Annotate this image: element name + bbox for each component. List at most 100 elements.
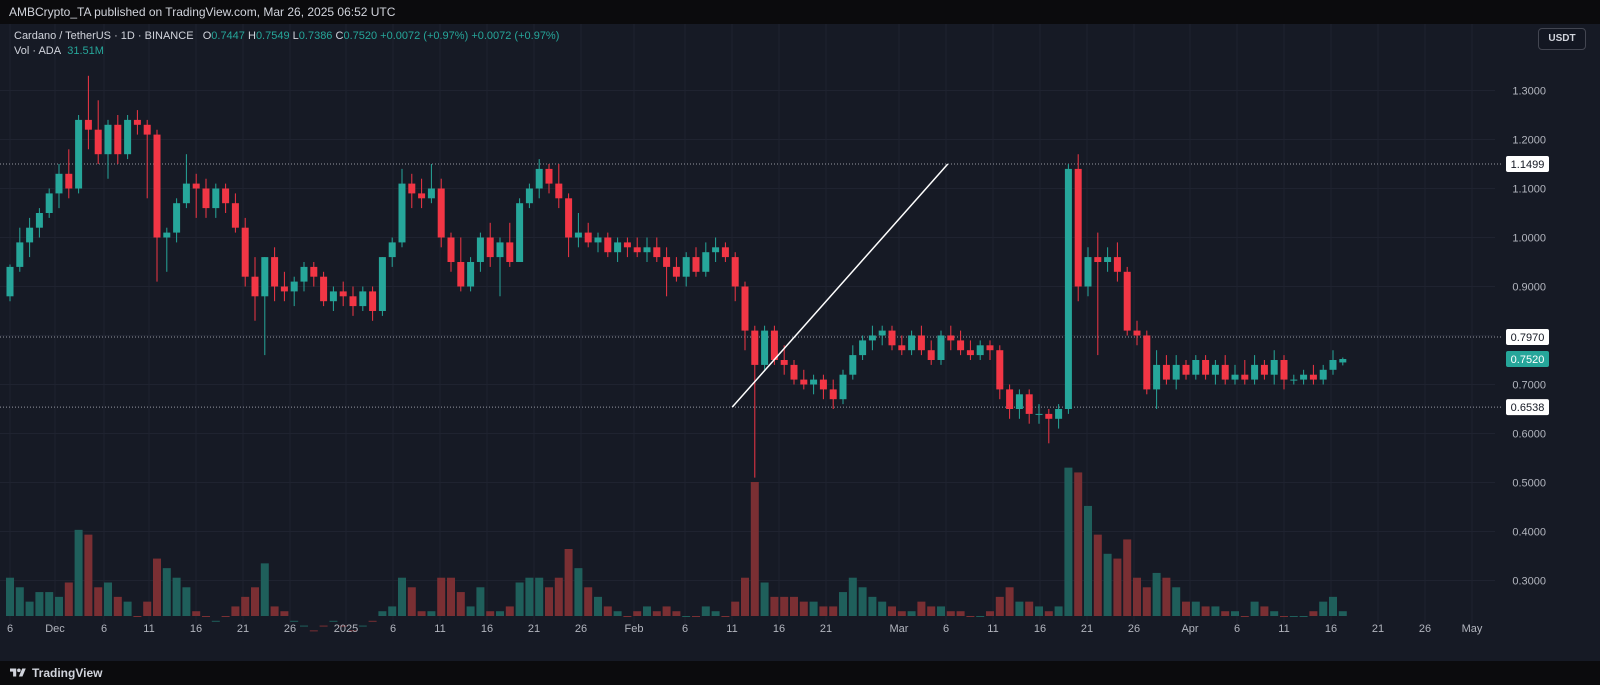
candle xyxy=(1329,350,1337,375)
candle xyxy=(1221,355,1229,385)
candle-body xyxy=(1290,379,1298,381)
candle-body xyxy=(643,247,651,253)
candle xyxy=(476,232,484,272)
volume-bar xyxy=(1319,601,1328,616)
candle-body xyxy=(829,389,837,400)
volume-bar xyxy=(309,630,318,632)
volume-bar xyxy=(74,529,83,616)
volume-bar xyxy=(1162,577,1171,616)
candle-body xyxy=(584,232,592,243)
price-axis[interactable]: 1.30001.20001.10001.00000.90000.80000.70… xyxy=(1506,86,1549,588)
brand-text: TradingView xyxy=(32,666,103,680)
volume-bar xyxy=(809,601,818,616)
candle xyxy=(16,227,24,272)
volume-bar xyxy=(682,616,691,617)
currency-button[interactable]: USDT xyxy=(1538,28,1586,50)
candle-body xyxy=(819,379,827,390)
candle-body xyxy=(1319,369,1327,380)
chart-svg[interactable]: 1.30001.20001.10001.00000.90000.80000.70… xyxy=(0,24,1600,661)
volume-bar xyxy=(995,596,1004,616)
tradingview-logo[interactable]: TradingView xyxy=(10,665,102,681)
candle xyxy=(349,286,357,316)
volume-bar xyxy=(721,616,730,617)
volume-bar xyxy=(1231,611,1239,616)
candle-body xyxy=(849,355,857,375)
candle-body xyxy=(868,335,876,341)
candle-body xyxy=(1074,168,1082,287)
chart-legend: Cardano / TetherUS · 1D · BINANCE O0.744… xyxy=(14,29,559,59)
candle xyxy=(790,360,798,385)
low-label: L xyxy=(292,30,299,42)
candle-body xyxy=(535,168,543,189)
volume-bar xyxy=(535,577,544,616)
tradingview-logo-icon xyxy=(10,668,26,677)
time-axis[interactable]: 6 Dec 6 11 16 21 26 2025 6 11 16 21 26 Feb 6 11 16 21 Mar 6… xyxy=(7,623,1483,635)
candle-body xyxy=(437,188,445,238)
open-label: O xyxy=(202,30,212,42)
trendline-segment[interactable] xyxy=(731,163,949,408)
time-tick-label: 11 xyxy=(143,623,154,635)
candle xyxy=(1290,374,1298,385)
level-label-box xyxy=(1506,399,1549,416)
volume-bar xyxy=(339,625,348,627)
volume-bar xyxy=(153,558,161,616)
volume-label[interactable]: Vol · ADA xyxy=(14,45,62,57)
volume-bar xyxy=(133,616,142,617)
candle-body xyxy=(1064,168,1072,409)
candle xyxy=(682,252,690,287)
candle xyxy=(702,242,710,277)
volume-bar xyxy=(1240,616,1249,617)
volume-bar xyxy=(976,616,985,617)
legend-volume-row: Vol · ADA 31.51M xyxy=(14,44,559,59)
volume-bar xyxy=(799,601,808,616)
level-label-box xyxy=(1506,156,1549,173)
candle-body xyxy=(604,237,612,253)
candle-body xyxy=(251,276,259,297)
volume-bar xyxy=(848,577,857,616)
volume-bar xyxy=(594,596,602,616)
candle xyxy=(1133,320,1141,346)
time-tick-label: 11 xyxy=(987,623,998,635)
candle-body xyxy=(173,203,181,233)
candle-body xyxy=(163,232,171,238)
candle-body xyxy=(65,173,73,189)
volume-bar xyxy=(643,606,651,616)
close-label: C xyxy=(335,30,344,42)
candle xyxy=(94,100,102,164)
volume-bar xyxy=(192,611,201,616)
candle xyxy=(1192,355,1200,380)
volume-bar xyxy=(113,596,122,616)
volume-bar xyxy=(741,577,749,616)
candle xyxy=(1113,242,1121,282)
volume-bar xyxy=(182,587,191,616)
volume-bar xyxy=(1182,601,1190,616)
candle-body xyxy=(594,237,602,243)
legend-ohlc-row: Cardano / TetherUS · 1D · BINANCE O0.744… xyxy=(14,29,559,44)
chart-pane[interactable]: 1.30001.20001.10001.00000.90000.80000.70… xyxy=(0,24,1600,661)
volume-bar xyxy=(447,577,455,616)
trendline[interactable] xyxy=(731,163,949,408)
volume-bar xyxy=(986,611,994,616)
candle xyxy=(241,217,249,287)
candle xyxy=(780,345,788,375)
candle-body xyxy=(653,247,661,258)
volume-bar xyxy=(701,606,710,616)
candle xyxy=(369,286,377,321)
candle-body xyxy=(496,242,504,258)
volume-bar xyxy=(1044,611,1053,616)
candle-body xyxy=(212,188,220,209)
candle xyxy=(143,119,151,199)
symbol-title[interactable]: Cardano / TetherUS · 1D · BINANCE xyxy=(14,30,194,42)
candle xyxy=(261,257,269,356)
candle-body xyxy=(378,257,386,311)
volume-bar xyxy=(94,587,103,616)
candle-body xyxy=(241,227,249,277)
volume-bar xyxy=(162,568,171,616)
candle xyxy=(555,164,563,209)
volume-bar xyxy=(1201,606,1210,616)
volume-bar xyxy=(878,601,887,616)
candle-body xyxy=(349,296,357,307)
candle xyxy=(84,75,92,150)
candle xyxy=(976,340,984,360)
time-tick-label: 6 xyxy=(943,623,949,635)
